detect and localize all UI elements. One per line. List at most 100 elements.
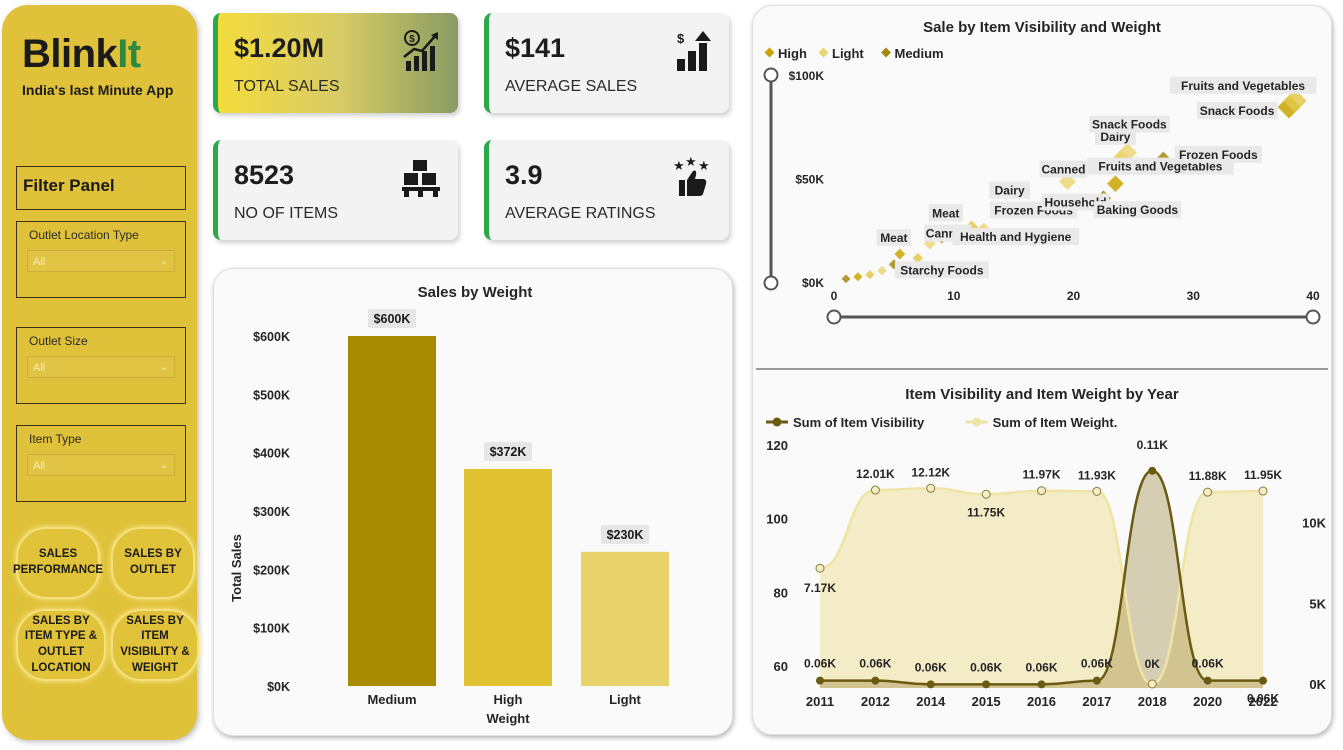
weight-line [819,487,1264,686]
visibility-point[interactable] [871,676,880,685]
filter-outlet-size: Outlet Size All ⌄ [16,327,186,404]
visibility-data-label: 0.06K [859,657,891,671]
y-tick-label: $100K [789,69,825,83]
y-tick-label: $500K [253,388,290,402]
y-tick-label: $100K [253,622,290,636]
y-tick-label: $200K [253,563,290,577]
weight-data-label: 11.95K [1244,468,1282,482]
visibility-data-label: 0.06K [1025,660,1057,674]
filter-label: Outlet Size [29,334,88,348]
kpi-card-no-of-items: 8523 NO OF ITEMS [213,140,458,240]
scatter-point[interactable] [841,274,851,284]
x-range-slider-handle-left[interactable] [826,309,842,325]
scatter-legend: High Light Medium [764,46,944,61]
bar[interactable] [581,551,669,686]
weight-point[interactable] [926,483,936,493]
point-label: Meat [880,231,907,245]
weight-point[interactable] [1037,486,1046,496]
data-label-bg [601,524,649,544]
x-tick-label: High [494,692,523,707]
item-type-dropdown[interactable]: All ⌄ [27,454,175,476]
svg-text:★: ★ [685,156,697,169]
data-label-bg [368,309,416,328]
legend-marker [972,417,982,427]
scatter-point[interactable] [912,252,924,264]
point-label: Snack Foods [1200,104,1275,118]
data-label-bg [484,442,532,461]
thumbs-up-stars-icon: ★ ★ ★ [673,156,710,196]
boxes-pallet-icon [402,160,440,197]
brand-logo: BlinkIt [22,32,141,77]
legend-label: Sum of Item Weight. [993,415,1118,430]
panel-divider [756,368,1328,370]
visibility-data-label: 0.06K [915,660,947,674]
visibility-point[interactable] [1092,676,1101,685]
y-tick-label: $50K [795,173,824,187]
visibility-point[interactable] [982,680,991,689]
nav-sales-by-outlet-button[interactable]: SALES BY OUTLET [111,527,195,599]
scatter-chart: Sale by Item Visibility and Weight High L… [763,19,1321,325]
visibility-point[interactable] [1203,676,1212,685]
left-y-tick-label: 100 [766,512,788,527]
brand-name-part2: It [117,32,141,76]
kpi-value: 3.9 [505,160,543,190]
y-range-slider-handle-top[interactable] [763,67,779,83]
left-y-tick-label: 120 [766,438,788,453]
left-y-tick-label: 80 [774,585,788,600]
weight-point[interactable] [815,563,825,573]
bar-chart-xlabel: Weight [486,711,530,726]
point-label-bg [1039,160,1088,178]
scatter-point[interactable] [894,248,906,260]
weight-point[interactable] [1203,487,1213,497]
line-area-chart: Item Visibility and Item Weight by Year … [766,386,1327,709]
visibility-point[interactable] [1148,466,1157,475]
scatter-point[interactable] [853,272,863,282]
x-tick-label: 2015 [972,694,1001,709]
scatter-point[interactable] [865,270,875,280]
scatter-point[interactable] [1107,175,1124,192]
x-tick-label: Light [609,692,641,707]
svg-text:$: $ [677,31,685,46]
chevron-down-icon: ⌄ [159,460,168,471]
scatter-point[interactable] [877,265,887,276]
kpi-value: 8523 [234,160,295,190]
scatter-point[interactable] [1117,143,1137,163]
weight-point[interactable] [1147,679,1157,689]
point-label-bg [894,261,989,279]
point-label-bg [1041,193,1110,211]
x-tick-label: 2012 [861,694,890,709]
weight-point[interactable] [1092,486,1102,496]
point-label-bg [1093,201,1182,219]
visibility-point[interactable] [1037,680,1046,689]
kpi-card-total-sales: $1.20M TOTAL SALES $ [213,13,458,113]
nav-sales-by-visibility-button[interactable]: SALES BY ITEM VISIBILITY & WEIGHT [111,609,199,681]
weight-data-label: 0K [1145,657,1161,671]
x-range-slider-handle-right[interactable] [1305,309,1321,325]
y-tick-label: $600K [253,330,290,344]
right-y-tick-label: 0K [1309,677,1326,692]
y-range-slider-handle-bottom[interactable] [763,275,779,291]
outlet-size-dropdown[interactable]: All ⌄ [27,356,175,378]
nav-sales-by-item-type-button[interactable]: SALES BY ITEM TYPE & OUTLET LOCATION [16,609,106,681]
visibility-point[interactable] [1259,676,1267,685]
visibility-point[interactable] [816,676,824,685]
nav-sales-performance-button[interactable]: SALES PERFORMANCE [13,527,103,599]
svg-text:$: $ [409,34,415,45]
bar[interactable] [348,336,436,686]
kpi-caption: TOTAL SALES [234,78,340,95]
bar[interactable] [464,469,552,686]
weight-data-label: 11.75K [967,505,1005,519]
weight-point[interactable] [981,489,991,499]
point-label: Snack Foods [1092,118,1167,132]
data-label: $372K [490,445,527,459]
visibility-data-label: 0.06K [1081,657,1113,671]
weight-point[interactable] [1258,486,1268,496]
visibility-point[interactable] [926,680,935,689]
weight-point[interactable] [870,485,880,495]
point-label-bg [1089,115,1170,133]
outlet-location-type-dropdown[interactable]: All ⌄ [27,250,175,272]
legend-marker [881,47,891,58]
visibility-data-label: 0.06K [1247,692,1279,706]
filter-item-type: Item Type All ⌄ [16,425,186,502]
x-tick-label: 30 [1187,289,1201,303]
